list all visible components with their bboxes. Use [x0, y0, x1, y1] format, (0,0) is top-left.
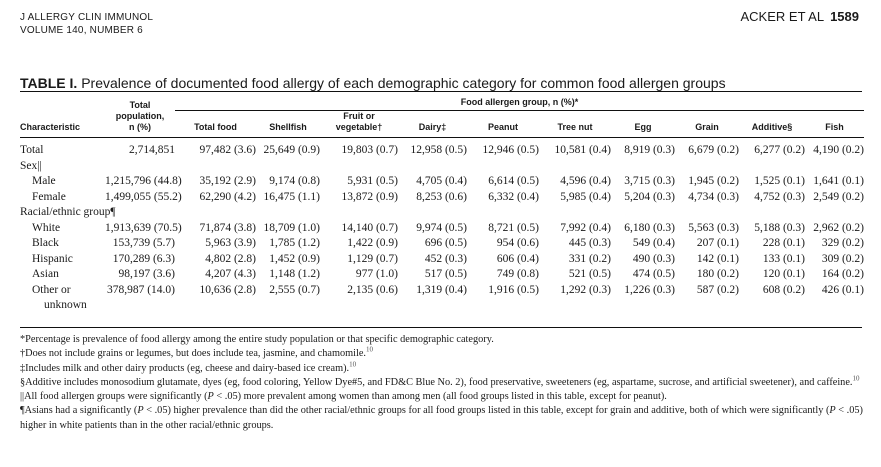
col-shellfish: Shellfish [256, 110, 320, 138]
col-egg: Egg [611, 110, 675, 138]
table-caption-text: Prevalence of documented food allergy of… [81, 75, 726, 91]
table-bottom-rule [20, 327, 862, 328]
col-total-food: Total food [175, 110, 256, 138]
footnote: ||All food allergen groups were signific… [20, 391, 667, 403]
author-names: ACKER ET AL [740, 9, 825, 24]
reference-number: 10 [366, 345, 374, 354]
running-header-left: J ALLERGY CLIN IMMUNOL VOLUME 140, NUMBE… [20, 11, 153, 37]
footnote: ¶Asians had a significantly (P < .05) hi… [20, 405, 863, 431]
col-fish: Fish [805, 110, 864, 138]
row-label-continued: unknown [44, 299, 87, 311]
row-label: Black [32, 237, 59, 249]
table-label: TABLE I. [20, 75, 78, 91]
col-peanut: Peanut [467, 110, 539, 138]
table-row: unknown [20, 298, 864, 314]
row-label: Asian [32, 268, 59, 280]
table-top-rule [20, 91, 862, 92]
col-total-population: Total population, n (%) [105, 97, 175, 138]
reference-number: 10 [349, 360, 357, 369]
col-dairy: Dairy‡ [398, 110, 467, 138]
footnote: *Percentage is prevalence of food allerg… [20, 334, 494, 345]
table-row: Male 1,215,796 (44.8) 35,192 (2.9) 9,174… [20, 174, 864, 190]
reference-number: 10 [852, 374, 860, 383]
table-row: Female 1,499,055 (55.2) 62,290 (4.2) 16,… [20, 190, 864, 206]
group-header: Food allergen group, n (%)* [175, 97, 864, 111]
col-tree-nut: Tree nut [539, 110, 611, 138]
col-fruit-vegetable: Fruit or vegetable† [320, 110, 398, 138]
row-label: Male [32, 175, 56, 187]
col-grain: Grain [675, 110, 739, 138]
row-label: White [32, 221, 61, 234]
table-row: Racial/ethnic group¶ [20, 205, 864, 221]
table-row: Hispanic 170,289 (6.3) 4,802 (2.8) 1,452… [20, 252, 864, 268]
row-label: Total [20, 144, 44, 156]
journal-name: J ALLERGY CLIN IMMUNOL [20, 12, 154, 23]
page-number: 1589 [830, 9, 859, 24]
footnote: †Does not include grains or legumes, but… [20, 345, 374, 360]
col-additive: Additive§ [739, 110, 805, 138]
allergy-prevalence-table: Total population, n (%) Food allergen gr… [20, 97, 864, 314]
col-characteristic: Characteristic [20, 110, 105, 138]
running-header-right: ACKER ET AL 1589 [741, 9, 860, 24]
footnote: §Additive includes monosodium glutamate,… [20, 374, 860, 388]
row-group-label: Racial/ethnic group¶ [20, 206, 116, 218]
row-group-label: Sex|| [20, 159, 42, 172]
table-footnotes: *Percentage is prevalence of food allerg… [20, 333, 865, 433]
table-row: Total 2,714,851 97,482 (3.6) 25,649 (0.9… [20, 138, 864, 159]
table-row: Other or 378,987 (14.0) 10,636 (2.8) 2,5… [20, 283, 864, 299]
row-label: Hispanic [32, 252, 73, 265]
table-row: Black 153,739 (5.7) 5,963 (3.9) 1,785 (1… [20, 236, 864, 252]
footnote: ‡Includes milk and other dairy products … [20, 360, 357, 374]
row-label: Female [32, 190, 66, 203]
table-caption: TABLE I. Prevalence of documented food a… [20, 75, 726, 91]
table-row: Asian 98,197 (3.6) 4,207 (4.3) 1,148 (1.… [20, 267, 864, 283]
journal-volume: VOLUME 140, NUMBER 6 [20, 25, 143, 36]
table-row: White 1,913,639 (70.5) 71,874 (3.8) 18,7… [20, 221, 864, 237]
row-label: Other or [32, 283, 71, 296]
table-row: Sex|| [20, 159, 864, 175]
